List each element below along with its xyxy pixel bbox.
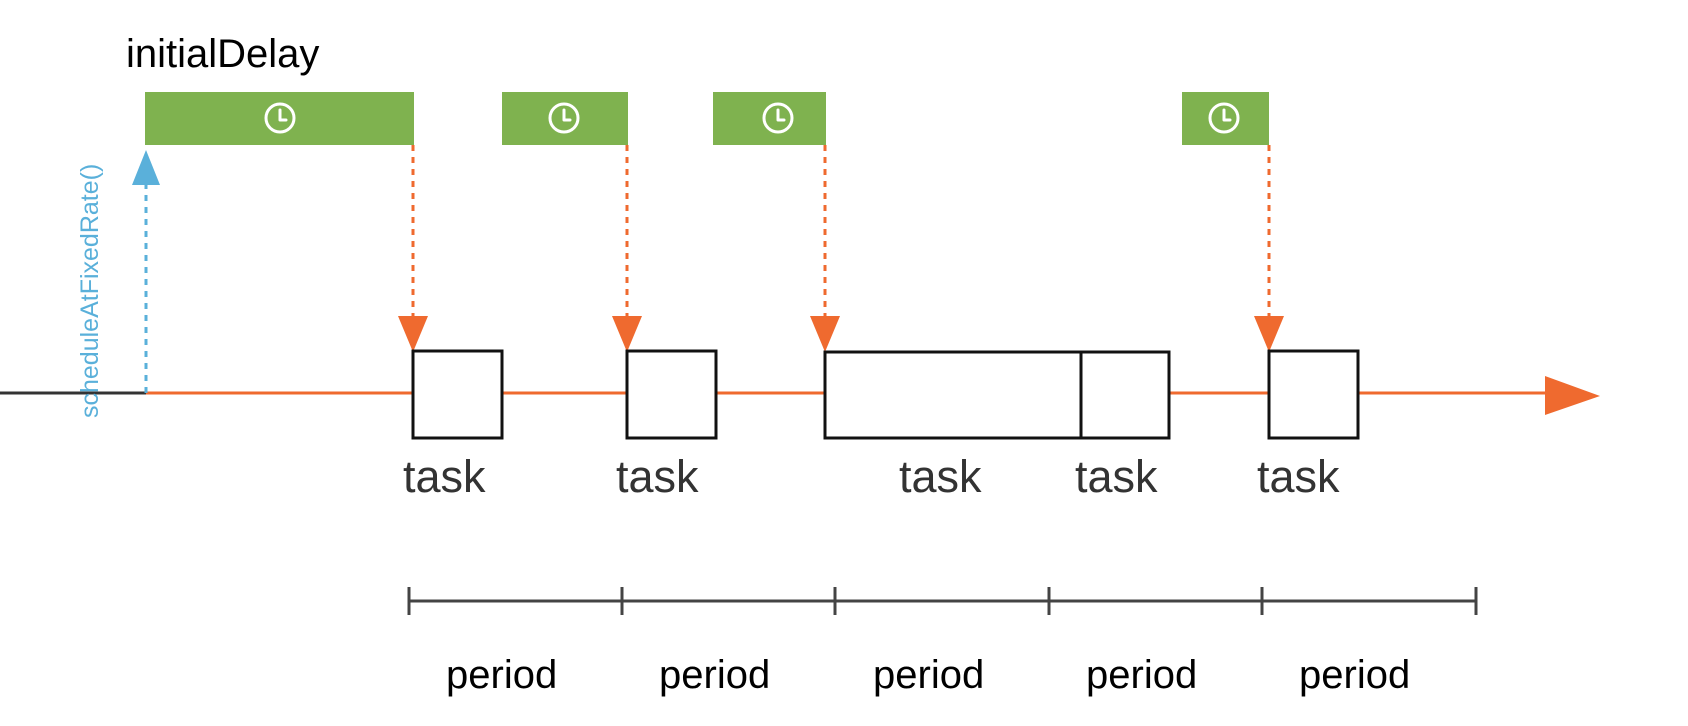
task-label: task [403,451,486,502]
trigger-arrow [398,145,428,352]
timeline-arrowhead [1545,376,1600,415]
period-label: period [446,653,558,697]
timer-bar [1182,92,1269,145]
timer-bar [502,92,628,145]
schedule-call-arrowhead [132,150,160,185]
schedule-method-label: scheduleAtFixedRate() [76,163,104,418]
initial-delay-label: initialDelay [126,32,320,76]
task-label: task [1075,451,1158,502]
task-box-long [823,350,1083,440]
period-label: period [659,653,771,697]
task-label: task [1257,451,1340,502]
timer-bar-initial-delay [145,92,414,145]
period-label: period [1299,653,1411,697]
task-box [411,349,504,440]
period-label: period [873,653,985,697]
task-box [625,349,718,440]
trigger-arrow [810,145,840,352]
trigger-arrow [612,145,642,352]
task-label: task [899,451,982,502]
timer-bar [713,92,826,145]
trigger-arrow [1254,145,1284,352]
task-box [1267,349,1360,440]
period-label: period [1086,653,1198,697]
task-label: task [616,451,699,502]
task-box [1079,350,1171,440]
period-scale [407,587,1478,615]
